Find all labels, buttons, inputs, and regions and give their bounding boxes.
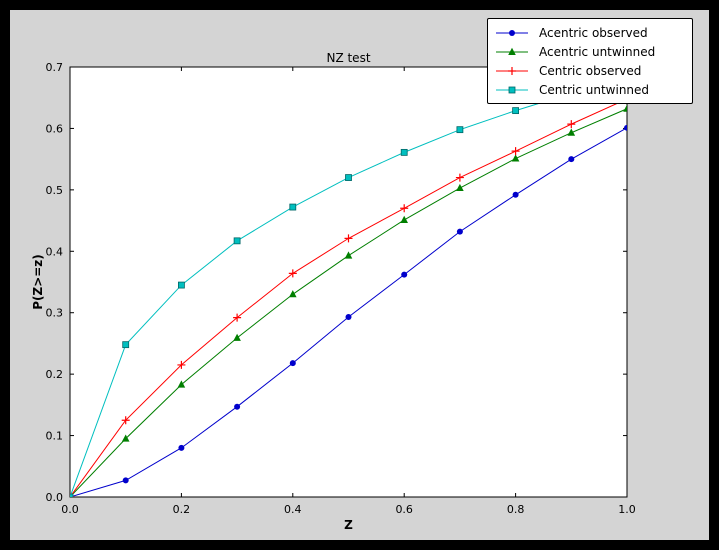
marker-circle xyxy=(624,124,627,131)
marker-triangle xyxy=(344,251,353,259)
y-tick-label: 0.0 xyxy=(46,491,64,504)
legend-sample xyxy=(496,29,528,36)
marker-circle xyxy=(401,271,408,278)
y-tick-label: 0.1 xyxy=(46,430,64,443)
marker-square xyxy=(456,126,464,134)
legend-item: Centric observed xyxy=(494,61,686,80)
axes-frame xyxy=(69,66,628,498)
marker-circle xyxy=(122,477,129,484)
legend-label: Centric untwinned xyxy=(539,82,650,97)
y-tick-label: 0.3 xyxy=(46,307,64,320)
marker-triangle xyxy=(121,434,130,442)
legend-item: Acentric untwinned xyxy=(494,42,686,61)
x-tick-label: 0.4 xyxy=(284,503,302,516)
marker-circle xyxy=(568,156,575,163)
chart-title: NZ test xyxy=(326,51,371,65)
marker-plus xyxy=(508,66,516,75)
marker-triangle xyxy=(511,154,520,162)
marker-plus xyxy=(177,360,186,369)
marker-triangle xyxy=(508,47,516,55)
marker-circle xyxy=(512,191,519,198)
y-tick-label: 0.6 xyxy=(46,122,64,135)
marker-circle xyxy=(234,403,241,410)
marker-square xyxy=(508,86,516,93)
marker-square xyxy=(70,493,74,497)
legend-label: Acentric observed xyxy=(539,25,648,40)
marker-square xyxy=(345,174,352,181)
marker-plus xyxy=(511,147,520,156)
y-axis-label: P(Z>=z) xyxy=(31,254,45,310)
x-tick-label: 0.2 xyxy=(173,503,191,516)
marker-square xyxy=(400,148,408,156)
figure: 0.0 0.2 0.4 0.6 0.8 1.0 0.0 0.1 0.2 0.3 0.4 0.5 0.6 0… xyxy=(10,10,709,540)
legend-sample xyxy=(496,66,528,75)
series-group xyxy=(70,74,627,497)
x-tick-label: 0.8 xyxy=(507,503,525,516)
plot-canvas: 0.0 0.2 0.4 0.6 0.8 1.0 0.0 0.1 0.2 0.3 0.4 0.5 0.6 0… xyxy=(46,61,636,516)
y-tick-label: 0.2 xyxy=(46,368,64,381)
y-tick-label: 0.7 xyxy=(46,61,64,74)
marker-plus xyxy=(455,173,464,182)
marker-square xyxy=(512,107,520,115)
marker-triangle xyxy=(233,333,241,341)
marker-triangle xyxy=(567,128,576,136)
marker-plus xyxy=(344,234,353,243)
legend-item: Centric untwinned xyxy=(494,80,686,99)
x-tick-label: 0.6 xyxy=(395,503,413,516)
marker-triangle xyxy=(289,290,297,298)
marker-plus xyxy=(288,269,297,278)
marker-triangle xyxy=(456,183,464,192)
marker-plus xyxy=(400,204,409,213)
y-tick-label: 0.5 xyxy=(46,184,64,197)
x-tick-label: 1.0 xyxy=(618,503,636,516)
x-tick-label: 0.0 xyxy=(61,503,79,516)
legend-sample xyxy=(496,47,528,55)
legend-sample xyxy=(496,86,528,93)
x-axis-label: Z xyxy=(344,518,353,532)
legend-item: Acentric observed xyxy=(494,23,686,42)
marker-plus xyxy=(121,416,130,425)
y-tick-label: 0.4 xyxy=(46,245,64,258)
marker-square xyxy=(122,341,130,349)
legend: Acentric observed Acentric untwinned Centr… xyxy=(487,18,693,104)
marker-circle xyxy=(289,360,296,367)
marker-triangle xyxy=(177,380,186,388)
legend-label: Acentric untwinned xyxy=(539,44,656,59)
marker-plus xyxy=(567,120,576,129)
marker-triangle xyxy=(400,215,408,223)
marker-circle xyxy=(178,444,185,451)
marker-circle xyxy=(509,29,515,36)
marker-plus xyxy=(233,313,242,322)
marker-triangle xyxy=(623,104,627,112)
marker-square xyxy=(233,237,241,245)
marker-circle xyxy=(345,314,352,321)
marker-square xyxy=(177,281,185,289)
marker-square xyxy=(289,203,297,211)
marker-circle xyxy=(456,228,463,235)
legend-label: Centric observed xyxy=(539,63,642,78)
